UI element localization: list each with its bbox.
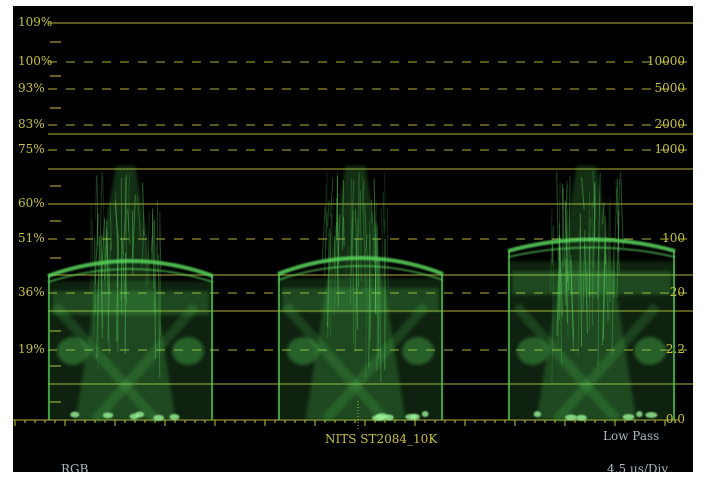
timebase-label: 4.5 μs/Div bbox=[607, 462, 669, 472]
waveform-graticule-area: 109% 100% 93% 83% 75% 60% 51% 36% 19% 10… bbox=[13, 6, 693, 472]
scale-label-109: 109% bbox=[18, 15, 53, 29]
nits-label-2-2: 2.2 bbox=[665, 342, 685, 356]
time-axis-ticks bbox=[14, 401, 676, 429]
scale-label-19: 19% bbox=[18, 342, 45, 356]
nits-label-1000: 1000 bbox=[654, 142, 685, 156]
waveform-block-2 bbox=[277, 166, 444, 424]
nits-label-10000: 10000 bbox=[646, 54, 685, 68]
scale-label-60: 60% bbox=[18, 196, 45, 210]
filter-label: Low Pass bbox=[603, 429, 660, 443]
waveform-traces bbox=[47, 166, 676, 424]
nits-label-0-0: 0.0 bbox=[665, 412, 685, 426]
scale-label-75: 75% bbox=[18, 142, 45, 156]
nits-label-100: 100 bbox=[662, 231, 685, 245]
scale-label-51: 51% bbox=[18, 231, 45, 245]
nits-label-5000: 5000 bbox=[654, 81, 685, 95]
mode-label: RGB bbox=[61, 462, 89, 472]
scale-label-83: 83% bbox=[18, 117, 45, 131]
scale-label-93: 93% bbox=[18, 81, 45, 95]
nits-label-2000: 2000 bbox=[654, 117, 685, 131]
waveform-block-3 bbox=[507, 166, 676, 424]
waveform-block-1 bbox=[47, 166, 214, 424]
scale-label-36: 36% bbox=[18, 285, 45, 299]
nits-label-20: 20 bbox=[669, 285, 685, 299]
curve-label: NITS ST2084_10K bbox=[325, 432, 438, 446]
waveform-plot bbox=[13, 22, 693, 429]
scale-label-100: 100% bbox=[18, 54, 53, 68]
